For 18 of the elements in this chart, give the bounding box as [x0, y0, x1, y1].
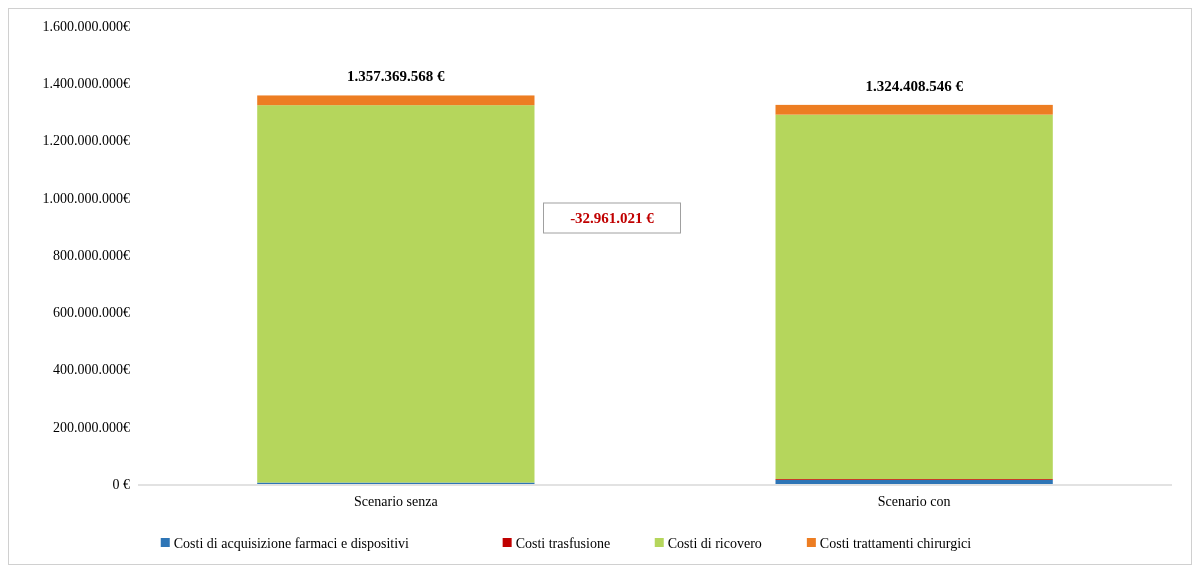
- x-tick-label: Scenario con: [877, 494, 951, 509]
- y-tick-label: 800.000.000€: [53, 247, 130, 263]
- y-tick-label: 0 €: [112, 476, 130, 492]
- legend-label: Costi di ricovero: [667, 535, 762, 551]
- legend-label: Costi di acquisizione farmaci e dispositivi: [173, 535, 410, 551]
- y-tick-label: 200.000.000€: [53, 419, 130, 435]
- legend-label: Costi trasfusione: [515, 535, 611, 551]
- y-tick-label: 1.400.000.000€: [42, 76, 130, 92]
- total-label: 1.357.369.568 €: [347, 68, 446, 85]
- y-tick-label: 400.000.000€: [53, 362, 130, 378]
- legend-label: Costi trattamenti chirurgici: [819, 535, 972, 551]
- y-tick-label: 1.000.000.000€: [42, 190, 130, 206]
- y-tick-label: 1.600.000.000€: [42, 18, 130, 34]
- total-label: 1.324.408.546 €: [865, 77, 964, 94]
- x-tick-label: Scenario senza: [354, 494, 439, 509]
- y-tick-label: 1.200.000.000€: [42, 133, 130, 149]
- annotation: -32.961.021 €: [570, 210, 655, 227]
- y-tick-label: 600.000.000€: [53, 305, 130, 321]
